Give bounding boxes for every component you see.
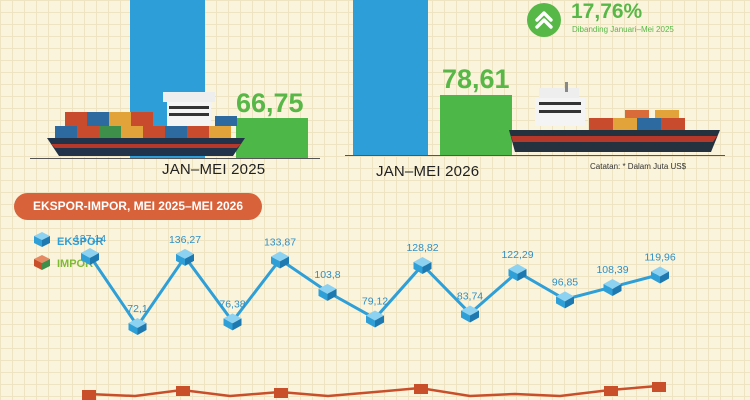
ekspor-point [413,256,432,274]
impor-value-2025: 66,75 [236,88,304,118]
ekspor-data-label: 96,85 [552,276,578,288]
ekspor-point [176,248,194,266]
ekspor-data-label: 119,96 [644,251,675,263]
container-legend-impor-icon [34,255,50,270]
ekspor-point [556,291,574,309]
growth-up-icon [527,3,561,37]
ekspor-data-label: 137,14 [74,233,106,245]
ekspor-bar-2026 [353,0,428,155]
ekspor-point [271,251,289,269]
ekspor-data-label: 128,82 [406,242,438,254]
ekspor-point [318,283,337,301]
growth-percentage: 17,76% [571,0,643,23]
impor-bar-2025 [236,118,308,158]
period-label-2026: JAN–MEI 2026 [376,163,480,180]
growth-note: Dibanding Januari–Mei 2025 [572,25,674,34]
ekspor-point [651,266,669,284]
ekspor-data-label: 136,27 [169,234,201,246]
chart-title: EKSPOR-IMPOR, MEI 2025–MEI 2026 [14,193,262,220]
ekspor-point [223,313,242,331]
ekspor-point [603,278,622,296]
impor-bar-2026 [440,95,512,155]
ekspor-data-label: 79,12 [362,295,388,307]
ekspor-data-label: 108,39 [596,264,628,276]
ekspor-data-label: 133,87 [264,237,296,249]
cargo-ship-2025-icon [47,92,245,156]
ekspor-data-label: 103,8 [314,269,340,281]
baseline-2026 [345,155,725,156]
ekspor-data-label: 72,1 [127,303,148,315]
ekspor-data-label: 76,38 [219,298,245,310]
impor-line-partial [82,382,666,400]
baseline-2025 [30,158,320,159]
cargo-ship-2026-icon [509,82,720,152]
ekspor-data-label: 122,29 [501,249,533,261]
ekspor-point [366,310,384,328]
impor-value-2026: 78,61 [442,64,510,94]
container-legend-ekspor-icon [34,232,50,247]
ekspor-point [508,263,527,281]
ekspor-point [81,248,99,265]
ekspor-point [128,318,147,335]
period-label-2025: JAN–MEI 2025 [162,161,266,178]
legend-ekspor: EKSPOR [57,236,104,248]
unit-note: Catatan: * Dalam Juta US$ [590,162,687,171]
ekspor-point [461,305,479,323]
ekspor-data-label: 83,74 [457,290,483,302]
